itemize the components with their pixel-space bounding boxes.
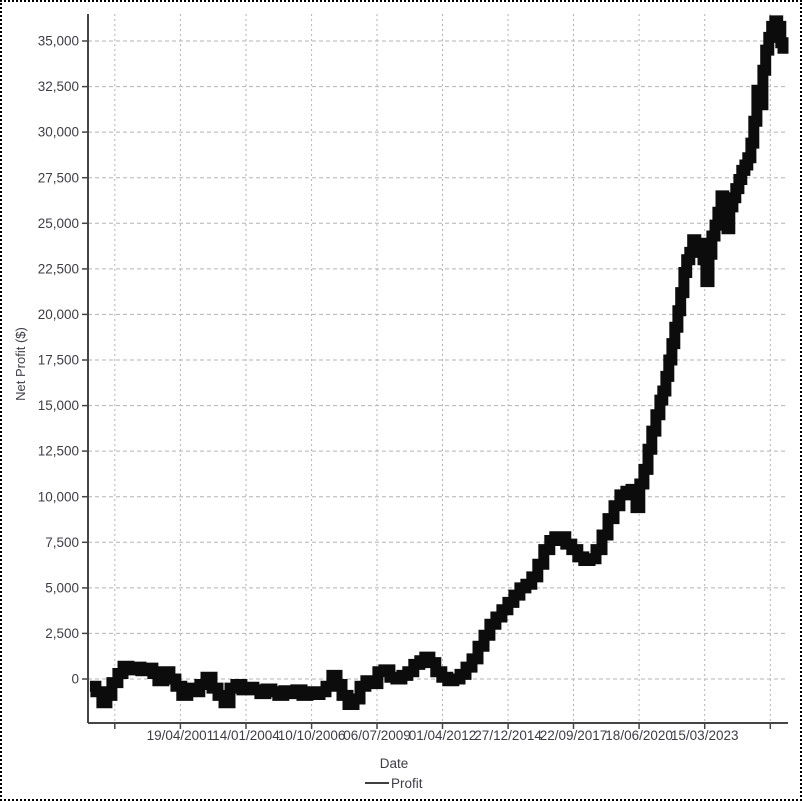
y-tick-label: 20,000 <box>38 307 79 322</box>
y-tick-label: 32,500 <box>38 79 79 94</box>
y-tick-label: 12,500 <box>38 444 79 459</box>
y-tick-label: 5,000 <box>45 581 79 596</box>
y-tick-label: 2,500 <box>45 626 79 641</box>
x-tick-label: 19/04/2001 <box>147 728 215 743</box>
y-axis-title: Net Profit ($) <box>13 327 28 401</box>
x-tick-label: 18/06/2020 <box>605 728 673 743</box>
legend: Profit <box>365 776 423 791</box>
x-tick-label: 06/07/2009 <box>343 728 411 743</box>
x-tick-label: 22/09/2017 <box>540 728 608 743</box>
axes-layer <box>82 14 788 729</box>
y-tick-label: 30,000 <box>38 125 79 140</box>
x-tick-label: 14/01/2004 <box>212 728 280 743</box>
x-axis-title: Date <box>380 756 409 771</box>
x-tick-label: 10/10/2006 <box>278 728 346 743</box>
gridlines-layer <box>88 14 788 723</box>
legend-label-profit: Profit <box>391 776 423 791</box>
y-tick-label: 0 <box>71 672 79 687</box>
profit-series-line <box>89 15 789 710</box>
y-tick-label: 35,000 <box>38 34 79 49</box>
x-tick-label: 27/12/2014 <box>474 728 542 743</box>
y-tick-label: 7,500 <box>45 535 79 550</box>
y-tick-label: 15,000 <box>38 398 79 413</box>
x-tick-label: 15/03/2023 <box>671 728 739 743</box>
x-tick-label: 01/04/2012 <box>409 728 477 743</box>
y-tick-label: 17,500 <box>38 353 79 368</box>
y-tick-label: 22,500 <box>38 262 79 277</box>
y-tick-label: 27,500 <box>38 170 79 185</box>
y-tick-label: 25,000 <box>38 216 79 231</box>
tick-labels-layer: 0 2,500 5,000 7,500 10,000 12,500 15,000 17,500… <box>38 34 739 743</box>
y-tick-label: 10,000 <box>38 489 79 504</box>
